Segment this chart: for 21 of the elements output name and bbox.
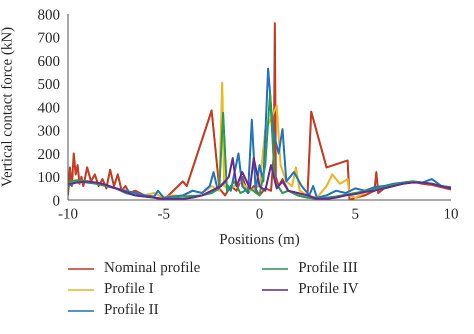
legend-label: Profile II (104, 302, 159, 319)
y-tick-label: 600 (38, 54, 60, 70)
x-tick-label: -10 (58, 206, 78, 223)
legend-label: Nominal profile (104, 260, 200, 277)
y-tick-label: 400 (38, 100, 60, 116)
y-tick-label: 200 (38, 146, 60, 163)
x-axis-title: Positions (m) (219, 232, 300, 248)
legend-label: Profile IV (298, 281, 359, 298)
x-tick-label: 10 (444, 206, 458, 223)
legend-label: Profile III (298, 260, 358, 277)
x-tick-label: 0 (256, 206, 264, 223)
y-tick-label: 0 (52, 193, 60, 210)
y-tick-label: 800 (38, 7, 60, 24)
x-tick-label: -5 (158, 206, 170, 223)
y-axis-title: Vertical contact force (kN) (0, 26, 16, 188)
y-tick-label: 700 (38, 30, 60, 47)
y-tick-label: 300 (38, 124, 60, 140)
y-tick-label: 500 (38, 77, 60, 94)
x-tick-label: 5 (352, 206, 359, 223)
y-tick-label: 100 (38, 170, 60, 186)
legend-label: Profile I (104, 281, 154, 298)
